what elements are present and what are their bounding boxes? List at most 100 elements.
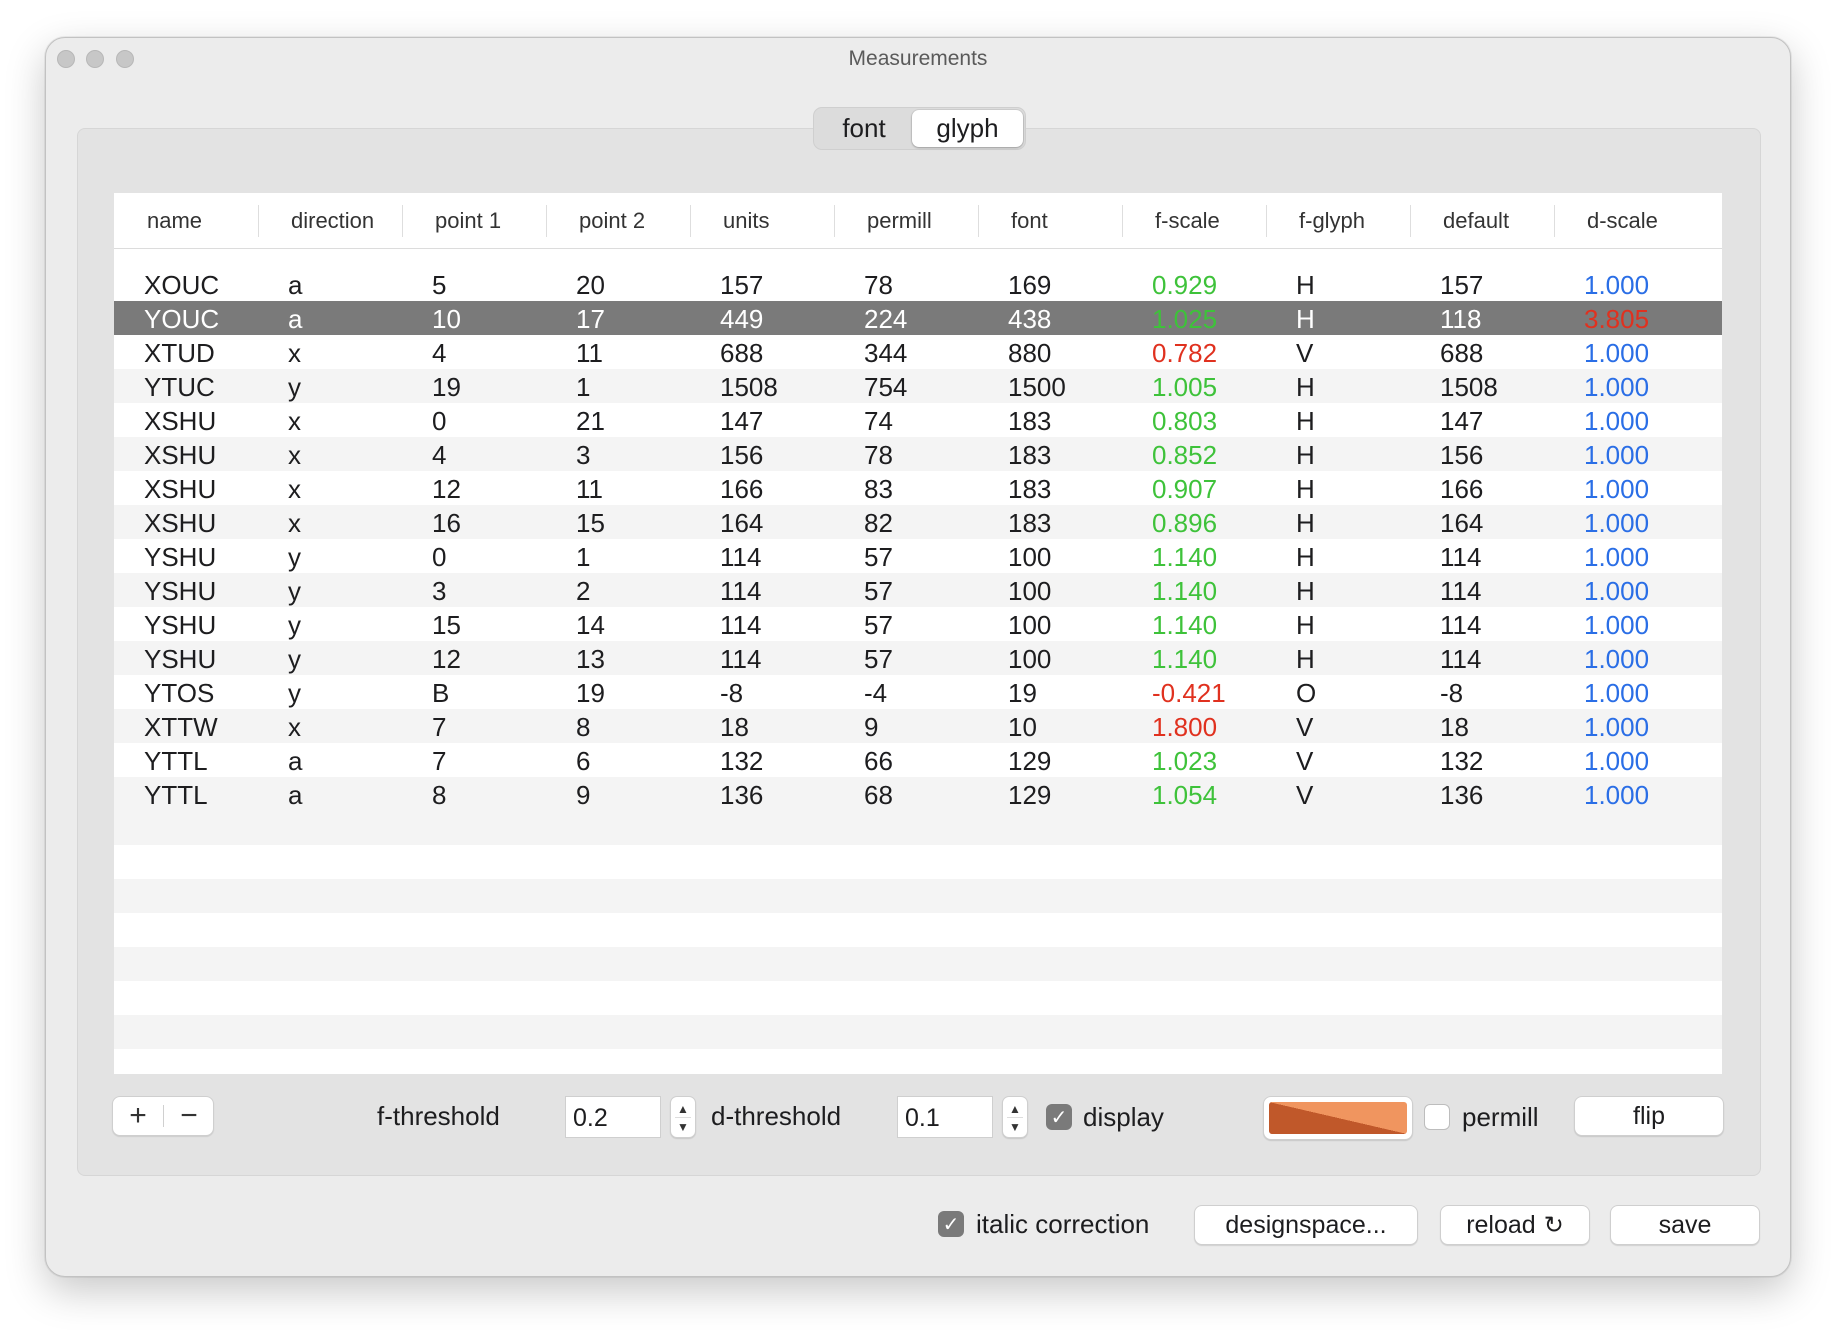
table-row[interactable]: XSHU x 12 11 166 83 183 0.907 H 166 1.000 xyxy=(114,471,1722,505)
close-window-button[interactable] xyxy=(57,50,75,68)
chevron-up-icon[interactable]: ▲ xyxy=(677,1102,689,1116)
table-cell: 18 xyxy=(1440,712,1469,742)
table-cell: 114 xyxy=(720,610,762,640)
table-cell: H xyxy=(1296,270,1315,300)
column-header[interactable]: f-scale xyxy=(1155,208,1220,233)
empty-rows xyxy=(114,811,1722,1074)
table-row[interactable]: YSHU y 12 13 114 57 100 1.140 H 114 1.000 xyxy=(114,641,1722,675)
table-cell: 1.140 xyxy=(1152,610,1218,640)
table-cell: 136 xyxy=(1440,780,1484,810)
table-row[interactable]: YOUC a 10 17 449 224 438 1.025 H 118 3.805 xyxy=(114,301,1722,335)
table-row[interactable]: YTUC y 19 1 1508 754 1500 1.005 H 1508 1.000 xyxy=(114,369,1722,403)
table-cell: 100 xyxy=(1008,542,1052,572)
display-checkbox[interactable]: ✓ xyxy=(1046,1104,1072,1130)
table-row[interactable]: YTOS y B 19 -8 -4 19 -0.421 O -8 1.000 xyxy=(114,675,1722,709)
table-cell: 1.005 xyxy=(1152,372,1218,402)
d-threshold-stepper[interactable]: ▲ ▼ xyxy=(1002,1096,1028,1138)
table-cell: XSHU xyxy=(144,474,217,504)
column-header[interactable]: point 1 xyxy=(435,208,502,233)
table-cell: 1500 xyxy=(1008,372,1066,402)
table-row[interactable]: XSHU x 4 3 156 78 183 0.852 H 156 1.000 xyxy=(114,437,1722,471)
table-cell: 183 xyxy=(1008,406,1052,436)
table-cell: 0.929 xyxy=(1152,270,1218,300)
flip-button[interactable]: flip xyxy=(1574,1096,1724,1136)
table-cell: 1.000 xyxy=(1584,644,1650,674)
table-cell: 156 xyxy=(1440,440,1484,470)
italic-correction-checkbox[interactable]: ✓ xyxy=(938,1211,964,1237)
add-row-button[interactable]: + xyxy=(129,1099,147,1132)
column-header[interactable]: default xyxy=(1443,208,1510,233)
table-row[interactable]: XTUD x 4 11 688 344 880 0.782 V 688 1.000 xyxy=(114,335,1722,369)
table-cell: 1508 xyxy=(720,372,778,402)
chevron-down-icon[interactable]: ▼ xyxy=(1009,1120,1021,1134)
table-cell: XTTW xyxy=(144,712,218,742)
table-cell: 10 xyxy=(432,304,461,334)
table-cell: 2 xyxy=(576,576,591,606)
table-cell: XSHU xyxy=(144,508,217,538)
designspace-button[interactable]: designspace... xyxy=(1194,1205,1418,1245)
table-cell: H xyxy=(1296,644,1315,674)
table-cell: 344 xyxy=(864,338,908,368)
reload-button[interactable]: reload ↻ xyxy=(1440,1205,1590,1245)
table-cell: YSHU xyxy=(144,610,217,640)
table-cell: YTUC xyxy=(144,372,215,402)
table-row[interactable]: YSHU y 15 14 114 57 100 1.140 H 114 1.000 xyxy=(114,607,1722,641)
color-well[interactable] xyxy=(1263,1096,1413,1140)
chevron-down-icon[interactable]: ▼ xyxy=(677,1120,689,1134)
table-cell: 5 xyxy=(432,270,447,300)
table-cell: 438 xyxy=(1008,304,1052,334)
table-cell: 3 xyxy=(576,440,591,470)
minimize-window-button[interactable] xyxy=(86,50,104,68)
table-cell: -4 xyxy=(864,678,888,708)
flip-button-label: flip xyxy=(1633,1101,1665,1130)
table-row[interactable]: YSHU y 3 2 114 57 100 1.140 H 114 1.000 xyxy=(114,573,1722,607)
table-row[interactable]: XSHU x 0 21 147 74 183 0.803 H 147 1.000 xyxy=(114,403,1722,437)
table-cell: 12 xyxy=(432,474,461,504)
remove-row-button[interactable]: − xyxy=(180,1099,198,1132)
italic-correction-label: italic correction xyxy=(976,1209,1150,1239)
table-row[interactable]: XTTW x 7 8 18 9 10 1.800 V 18 1.000 xyxy=(114,709,1722,743)
column-header[interactable]: units xyxy=(723,208,770,233)
table-cell: 9 xyxy=(576,780,591,810)
table-cell: x xyxy=(288,440,301,470)
f-threshold-stepper[interactable]: ▲ ▼ xyxy=(670,1096,696,1138)
table-cell: XOUC xyxy=(144,270,220,300)
zoom-window-button[interactable] xyxy=(116,50,134,68)
column-divider xyxy=(1266,205,1267,237)
column-header[interactable]: font xyxy=(1011,208,1048,233)
column-header[interactable]: direction xyxy=(291,208,375,233)
table-cell: V xyxy=(1296,338,1314,368)
table-cell: 11 xyxy=(576,338,603,368)
table-cell: 1 xyxy=(576,542,591,572)
column-header[interactable]: permill xyxy=(867,208,932,233)
permill-checkbox[interactable] xyxy=(1424,1104,1450,1130)
table-row[interactable]: YTTL a 7 6 132 66 129 1.023 V 132 1.000 xyxy=(114,743,1722,777)
table-row[interactable]: XSHU x 16 15 164 82 183 0.896 H 164 1.000 xyxy=(114,505,1722,539)
tab-glyph[interactable]: glyph xyxy=(912,110,1023,147)
chevron-up-icon[interactable]: ▲ xyxy=(1009,1102,1021,1116)
column-header[interactable]: name xyxy=(147,208,203,233)
column-header[interactable]: d-scale xyxy=(1587,208,1658,233)
table-cell: x xyxy=(288,474,301,504)
table-cell: y xyxy=(288,644,301,674)
table-cell: 1.000 xyxy=(1584,406,1650,436)
tab-font[interactable]: font xyxy=(842,113,886,143)
column-header[interactable]: f-glyph xyxy=(1299,208,1366,233)
column-header[interactable]: point 2 xyxy=(579,208,646,233)
save-button[interactable]: save xyxy=(1610,1205,1760,1245)
table-cell: 688 xyxy=(1440,338,1484,368)
table-cell: 157 xyxy=(1440,270,1484,300)
measurements-table[interactable]: name direction point 1 point 2 units permill f… xyxy=(114,193,1722,1074)
table-row[interactable]: XOUC a 5 20 157 78 169 0.929 H 157 1.000 xyxy=(114,267,1722,301)
table-cell: 114 xyxy=(1440,644,1482,674)
table-cell: a xyxy=(288,304,303,334)
table-cell: 57 xyxy=(864,644,893,674)
d-threshold-field[interactable]: 0.1 xyxy=(897,1096,993,1138)
table-cell: YTOS xyxy=(144,678,215,708)
table-cell: 147 xyxy=(1440,406,1484,436)
checkmark-icon: ✓ xyxy=(942,1213,960,1236)
table-row[interactable]: YTTL a 8 9 136 68 129 1.054 V 136 1.000 xyxy=(114,777,1722,811)
table-cell: 68 xyxy=(864,780,893,810)
f-threshold-field[interactable]: 0.2 xyxy=(565,1096,661,1138)
table-row[interactable]: YSHU y 0 1 114 57 100 1.140 H 114 1.000 xyxy=(114,539,1722,573)
